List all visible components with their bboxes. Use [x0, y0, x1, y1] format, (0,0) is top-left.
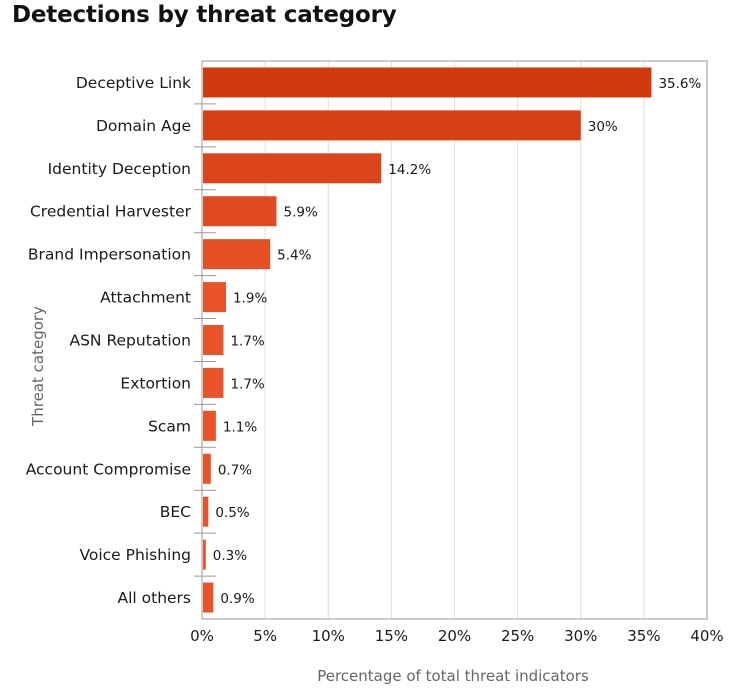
x-tick-label: 25% [501, 627, 534, 645]
category-label: Deceptive Link [76, 74, 191, 92]
labels: 0% 5% 10% 15% 20% 25% 30% 35% 40% Deceptive Link 3… [26, 74, 724, 645]
value-label: 0.3% [213, 548, 247, 564]
gridlines [264, 61, 645, 619]
bar [203, 110, 581, 141]
y-axis-title: Threat category [29, 306, 47, 427]
x-tick-label: 5% [253, 627, 277, 645]
bar [203, 239, 271, 270]
value-label: 1.7% [230, 334, 264, 350]
category-label: ASN Reputation [69, 332, 191, 350]
x-tick-label: 20% [438, 627, 471, 645]
bar [203, 410, 216, 441]
value-label: 0.7% [218, 462, 252, 478]
bar [203, 539, 206, 570]
x-tick-label: 10% [312, 627, 345, 645]
category-label: Account Compromise [26, 460, 191, 478]
value-label: 0.5% [215, 505, 249, 521]
bars [203, 67, 652, 613]
category-label: Brand Impersonation [28, 246, 191, 264]
bar [203, 325, 224, 355]
category-label: Domain Age [96, 117, 191, 135]
x-tick-label: 30% [564, 627, 597, 645]
value-label: 14.2% [388, 162, 431, 178]
value-label: 35.6% [658, 76, 701, 92]
category-ticks [194, 103, 216, 577]
bar [203, 367, 224, 398]
value-label: 1.7% [230, 376, 264, 392]
x-tick-label: 0% [190, 627, 214, 645]
bar [203, 582, 214, 613]
x-tick-label: 35% [627, 627, 660, 645]
value-label: 5.4% [277, 248, 311, 264]
chart-title: Detections by threat category [12, 2, 397, 28]
bar [203, 67, 652, 98]
plot-frame [201, 60, 708, 620]
category-label: Identity Deception [48, 160, 191, 178]
value-label: 0.9% [220, 591, 254, 607]
bar [203, 496, 209, 527]
category-label: Credential Harvester [30, 203, 192, 221]
category-label: All others [117, 589, 191, 607]
value-label: 1.1% [223, 419, 257, 435]
x-tick-label: 40% [690, 627, 723, 645]
category-label: Scam [148, 417, 191, 435]
bar [203, 282, 226, 313]
category-label: Attachment [100, 289, 191, 307]
value-label: 5.9% [283, 205, 317, 221]
category-label: BEC [160, 503, 191, 521]
bar [203, 196, 277, 227]
value-label: 30% [588, 119, 618, 135]
x-axis-title: Percentage of total threat indicators [317, 667, 589, 685]
value-label: 1.9% [233, 291, 267, 307]
category-label: Extortion [120, 374, 191, 392]
bar [203, 153, 382, 184]
category-label: Voice Phishing [79, 546, 191, 564]
x-tick-label: 15% [375, 627, 408, 645]
bar [203, 453, 211, 484]
